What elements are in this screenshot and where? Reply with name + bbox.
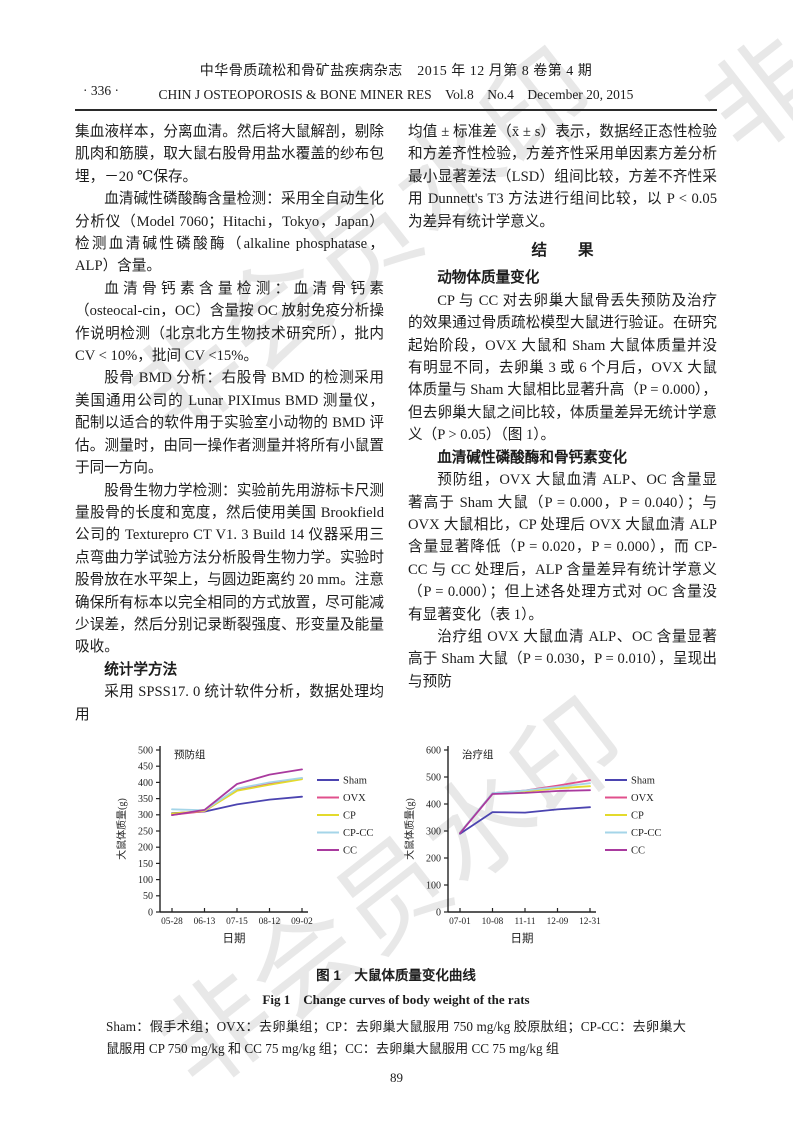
legend-label-CC: CC bbox=[631, 846, 645, 857]
chart-svg: 0 100 200 300 400 500 600 07-01 10-08 11-11 12-09 1… bbox=[403, 745, 661, 945]
charts-row: 0 50 100 150 200 250 300 350 400 450 500 05-28 06-13… bbox=[75, 740, 717, 952]
header-rule bbox=[75, 109, 717, 111]
section-heading-results: 结 果 bbox=[531, 242, 594, 260]
x-tick-label: 10-08 bbox=[482, 917, 504, 927]
legend-label-CP-CC: CP-CC bbox=[343, 828, 373, 839]
series-line-CP-CC bbox=[171, 776, 303, 812]
y-tick-label: 300 bbox=[138, 810, 153, 821]
journal-header-row: · 336 · CHIN J OSTEOPOROSIS & BONE MINER… bbox=[75, 83, 717, 103]
legend-label-CP: CP bbox=[343, 811, 356, 822]
right-column: 均值 ± 标准差（x̄ ± s）表示，数据经正态性检验和方差齐性检验，方差齐性采… bbox=[408, 121, 717, 726]
paragraph: 治疗组 OVX 大鼠血清 ALP、OC 含量显著高于 Sham 大鼠（P = 0… bbox=[408, 628, 717, 690]
y-tick-label: 100 bbox=[426, 880, 441, 891]
paragraph: CP 与 CC 对去卵巢大鼠骨丢失预防及治疗的效果通过骨质疏松模型大鼠进行验证。… bbox=[408, 292, 717, 444]
subsection-heading-alp-oc: 血清碱性磷酸酶和骨钙素变化 bbox=[437, 449, 627, 466]
paragraph: 股骨 BMD 分析：右股骨 BMD 的检测采用美国通用公司的 Lunar PIX… bbox=[75, 370, 384, 477]
legend-label-Sham: Sham bbox=[343, 776, 367, 787]
paragraph: 血清骨钙素含量检测：血清骨钙素（osteocal-cin，OC）含量按 OC 放… bbox=[75, 280, 384, 365]
paragraph: 集血液样本，分离血清。然后将大鼠解剖，剔除肌肉和筋膜，取大鼠右股骨用盐水覆盖的纱… bbox=[75, 124, 384, 185]
y-tick-label: 500 bbox=[138, 745, 153, 756]
series-line-CC bbox=[459, 789, 591, 835]
y-tick-label: 450 bbox=[138, 762, 153, 773]
y-tick-label: 350 bbox=[138, 794, 153, 805]
legend-label-OVX: OVX bbox=[631, 793, 654, 804]
y-tick-label: 400 bbox=[426, 799, 441, 810]
paragraph: 采用 SPSS17. 0 统计软件分析，数据处理均用 bbox=[75, 684, 384, 723]
y-tick-label: 300 bbox=[426, 826, 441, 837]
y-tick-label: 600 bbox=[426, 745, 441, 756]
y-tick-label: 0 bbox=[148, 907, 153, 918]
x-tick-label: 07-15 bbox=[226, 917, 248, 927]
paragraph: 血清碱性磷酸酶含量检测：采用全自动生化分析仪（Model 7060；Hitach… bbox=[75, 191, 384, 275]
line-chart-prevention-group: 0 50 100 150 200 250 300 350 400 450 500 05-28 06-13… bbox=[112, 740, 392, 952]
x-tick-label: 07-01 bbox=[449, 917, 471, 927]
left-column: 集血液样本，分离血清。然后将大鼠解剖，剔除肌肉和筋膜，取大鼠右股骨用盐水覆盖的纱… bbox=[75, 121, 384, 726]
figure-caption-en: Fig 1 Change curves of body weight of th… bbox=[262, 991, 530, 1007]
paragraph: 股骨生物力学检测：实验前先用游标卡尺测量股骨的长度和宽度，然后使用美国 Broo… bbox=[75, 482, 384, 656]
x-tick-label: 05-28 bbox=[161, 917, 183, 927]
chart-title: 治疗组 bbox=[462, 748, 494, 761]
chart-title: 预防组 bbox=[174, 748, 206, 761]
paragraph: 均值 ± 标准差（x̄ ± s）表示，数据经正态性检验和方差齐性检验，方差齐性采… bbox=[408, 124, 717, 230]
y-tick-label: 250 bbox=[138, 826, 153, 837]
legend-label-Sham: Sham bbox=[631, 776, 655, 787]
subsection-heading-statistics: 统计学方法 bbox=[104, 661, 178, 678]
figure-caption-cn: 图 1 大鼠体质量变化曲线 bbox=[316, 967, 476, 983]
y-tick-label: 100 bbox=[138, 875, 153, 886]
journal-title-cn: 中华骨质疏松和骨矿盐疾病杂志 2015 年 12 月第 8 卷第 4 期 bbox=[199, 64, 593, 79]
figure-1: 0 50 100 150 200 250 300 350 400 450 500 05-28 06-13… bbox=[75, 740, 717, 1060]
page-content: 中华骨质疏松和骨矿盐疾病杂志 2015 年 12 月第 8 卷第 4 期 · 3… bbox=[75, 60, 717, 1060]
journal-title-en: CHIN J OSTEOPOROSIS & BONE MINER RES Vol… bbox=[158, 87, 634, 102]
y-tick-label: 400 bbox=[138, 778, 153, 789]
x-tick-label: 12-31 bbox=[579, 917, 601, 927]
y-tick-label: 50 bbox=[143, 891, 153, 902]
subsection-heading-body-weight: 动物体质量变化 bbox=[437, 270, 540, 287]
x-tick-label: 09-02 bbox=[291, 917, 313, 927]
x-tick-label: 06-13 bbox=[194, 917, 216, 927]
y-axis-label: 大鼠体质量(g) bbox=[115, 798, 128, 860]
y-tick-label: 200 bbox=[426, 853, 441, 864]
y-tick-label: 200 bbox=[138, 843, 153, 854]
series-line-Sham bbox=[459, 806, 591, 835]
legend-label-CP: CP bbox=[631, 811, 644, 822]
x-axis-label: 日期 bbox=[511, 932, 534, 945]
legend-label-CC: CC bbox=[343, 846, 357, 857]
page-badge: · 336 · bbox=[83, 83, 119, 98]
figure-note: Sham：假手术组；OVX：去卵巢组；CP：去卵巢大鼠服用 750 mg/kg … bbox=[106, 1018, 686, 1056]
y-tick-label: 500 bbox=[426, 772, 441, 783]
paragraph: 预防组，OVX 大鼠血清 ALP、OC 含量显著高于 Sham 大鼠（P = 0… bbox=[408, 472, 717, 623]
x-axis-label: 日期 bbox=[223, 932, 246, 945]
x-tick-label: 11-11 bbox=[515, 917, 536, 927]
legend-label-CP-CC: CP-CC bbox=[631, 828, 661, 839]
line-chart-treatment-group: 0 100 200 300 400 500 600 07-01 10-08 11-11 12-09 1… bbox=[400, 740, 680, 952]
x-tick-label: 12-09 bbox=[547, 917, 569, 927]
x-tick-label: 08-12 bbox=[259, 917, 281, 927]
series-line-CC bbox=[171, 768, 303, 816]
legend-label-OVX: OVX bbox=[343, 793, 366, 804]
text-columns: 集血液样本，分离血清。然后将大鼠解剖，剔除肌肉和筋膜，取大鼠右股骨用盐水覆盖的纱… bbox=[75, 121, 717, 726]
chart-svg: 0 50 100 150 200 250 300 350 400 450 500 05-28 06-13… bbox=[115, 745, 373, 945]
y-tick-label: 150 bbox=[138, 859, 153, 870]
y-axis-label: 大鼠体质量(g) bbox=[403, 798, 416, 860]
page-number: 89 bbox=[390, 1070, 403, 1085]
y-tick-label: 0 bbox=[436, 907, 441, 918]
